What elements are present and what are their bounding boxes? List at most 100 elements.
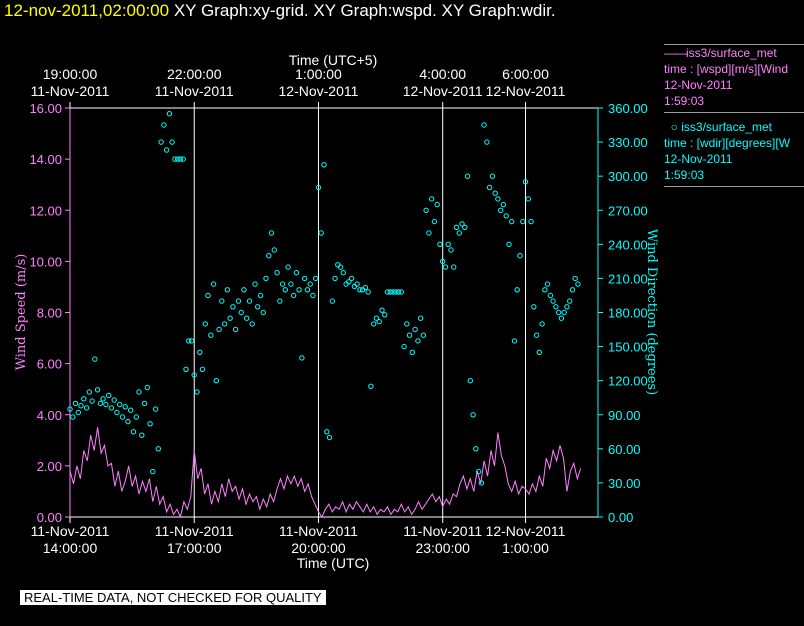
wdir-point xyxy=(387,289,393,295)
wdir-point xyxy=(448,247,454,253)
wdir-point xyxy=(255,304,261,310)
wdir-point xyxy=(426,230,432,236)
wdir-point xyxy=(108,405,115,411)
wdir-point xyxy=(525,196,531,202)
wdir-point xyxy=(260,309,266,316)
wdir-point xyxy=(194,389,200,395)
wdir-point xyxy=(398,289,404,295)
right-tick-label: 150.00 xyxy=(608,340,648,355)
wdir-point xyxy=(230,304,236,310)
wdir-point xyxy=(106,392,112,399)
wdir-point xyxy=(486,184,493,191)
bottom-tick-time: 20:00:00 xyxy=(291,540,346,556)
wdir-point xyxy=(161,122,167,128)
wdir-point xyxy=(282,287,288,293)
wdir-point xyxy=(326,434,333,441)
legend-wdir-field: time : [wdir][degrees][W xyxy=(664,136,791,150)
wdir-point xyxy=(368,383,374,389)
wdir-point xyxy=(453,224,460,231)
right-tick-label: 270.00 xyxy=(608,203,648,218)
wdir-point xyxy=(128,407,134,413)
top-tick-time: 6:00:00 xyxy=(502,66,549,82)
y-axis-label-left: Wind Speed (m/s) xyxy=(14,254,29,371)
wdir-point xyxy=(219,298,225,304)
wdir-point xyxy=(310,292,316,299)
wdir-point xyxy=(133,414,140,420)
wdir-point xyxy=(183,366,189,372)
wdir-point xyxy=(503,213,509,219)
wdir-point xyxy=(75,409,82,416)
top-tick-time: 4:00:00 xyxy=(419,66,466,82)
wdir-point xyxy=(152,406,159,412)
wdir-point xyxy=(86,389,93,395)
wspd-line xyxy=(69,427,582,519)
wdir-point xyxy=(531,304,537,310)
wdir-point xyxy=(304,287,311,293)
wdir-point xyxy=(315,184,322,191)
wdir-point xyxy=(313,275,319,282)
wdir-point xyxy=(180,156,186,162)
wdir-point xyxy=(445,241,451,248)
wdir-point xyxy=(417,315,424,321)
wdir-point xyxy=(150,468,156,475)
wdir-point xyxy=(279,281,286,287)
wdir-point xyxy=(365,289,371,295)
wdir-point xyxy=(384,289,391,295)
legend-wspd-name: ——iss3/surface_met xyxy=(664,46,777,60)
wdir-point xyxy=(371,321,377,327)
wdir-point xyxy=(285,264,291,270)
right-tick-label: 0.00 xyxy=(608,510,633,525)
wdir-point xyxy=(175,156,181,162)
wdir-point xyxy=(288,281,294,287)
y-axis-label-right: Wind Direction (degrees) xyxy=(644,229,659,395)
wdir-point xyxy=(533,332,540,338)
plot-area-frame xyxy=(69,107,599,518)
wdir-point xyxy=(332,275,338,282)
wdir-point xyxy=(550,298,556,304)
wdir-point xyxy=(567,298,573,304)
right-tick-label: 330.00 xyxy=(608,135,648,150)
wdir-point xyxy=(514,287,520,293)
series-wdir xyxy=(67,111,581,486)
wdir-point xyxy=(393,289,399,295)
wdir-point xyxy=(249,321,255,327)
wdir-point xyxy=(235,298,242,304)
top-tick-time: 1:00:00 xyxy=(295,66,342,82)
vertical-grid xyxy=(193,108,527,517)
wdir-point xyxy=(119,414,126,420)
legend-wspd-field: time : [wspd][m/s][Wind xyxy=(664,62,789,76)
wdir-point xyxy=(166,111,173,117)
left-tick-label: 14.00 xyxy=(29,152,62,167)
left-tick-label: 4.00 xyxy=(37,408,62,423)
wdir-point xyxy=(70,414,76,420)
wdir-point xyxy=(415,338,421,344)
wdir-point xyxy=(172,156,178,162)
bottom-tick-date: 11-Nov-2011 xyxy=(31,523,110,539)
wdir-point xyxy=(238,309,244,316)
bottom-tick-time: 1:00:00 xyxy=(502,540,549,556)
wdir-point xyxy=(348,275,355,282)
wdir-point xyxy=(290,292,297,299)
wdir-point xyxy=(141,400,148,407)
legend-wspd: ——iss3/surface_met time : [wspd][m/s][Wi… xyxy=(664,44,804,113)
wdir-point xyxy=(158,139,164,145)
wdir-point xyxy=(390,289,396,295)
wdir-point xyxy=(130,429,137,435)
wdir-point xyxy=(547,292,554,299)
wdir-point xyxy=(94,387,101,393)
wdir-point xyxy=(324,429,330,435)
wdir-point xyxy=(429,196,435,202)
quality-notice: REAL-TIME DATA, NOT CHECKED FOR QUALITY xyxy=(20,590,326,605)
wdir-point xyxy=(81,396,87,402)
top-tick-date: 11-Nov-2011 xyxy=(155,83,234,99)
bottom-axis: 11-Nov-201114:00:0011-Nov-201117:00:0011… xyxy=(31,517,566,556)
wdir-point xyxy=(464,173,471,179)
wdir-point xyxy=(564,304,570,310)
wdir-point xyxy=(553,304,559,310)
wdir-point xyxy=(100,396,106,402)
wdir-point xyxy=(536,349,542,355)
wdir-point xyxy=(440,258,446,265)
wdir-point xyxy=(556,309,562,316)
wdir-point xyxy=(302,275,308,282)
right-tick-label: 240.00 xyxy=(608,237,648,252)
